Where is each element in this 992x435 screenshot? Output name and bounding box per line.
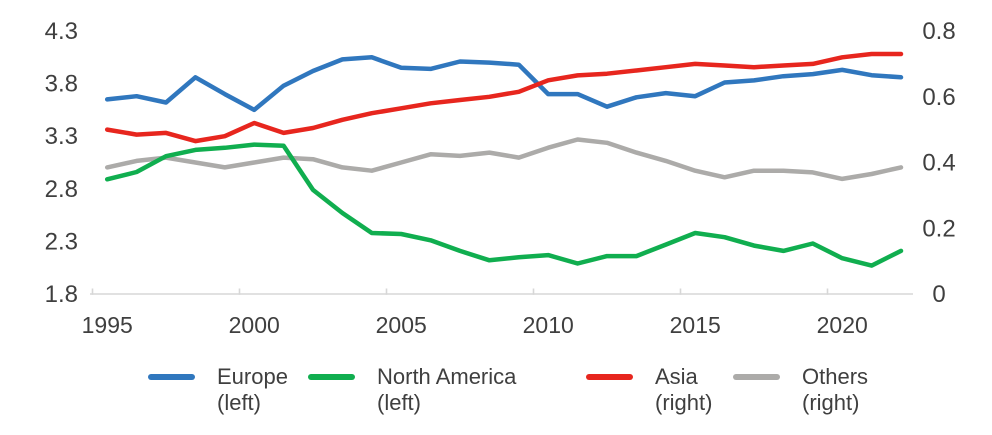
legend-swatch-europe	[148, 374, 195, 380]
series-line-others	[104, 137, 904, 182]
legend-axis-others: (right)	[802, 390, 860, 415]
legend-axis-north-america: (left)	[377, 390, 421, 415]
x-axis-year-label: 2000	[229, 312, 280, 338]
left-axis-tick-label: 4.3	[45, 18, 78, 45]
left-axis-tick-label: 3.3	[45, 123, 78, 150]
x-axis-year-label: 2015	[670, 312, 721, 338]
x-axis-year-label: 2020	[817, 312, 868, 338]
x-axis-year-label: 2005	[376, 312, 427, 338]
series-line-asia	[104, 51, 904, 144]
right-axis-tick-label: 0.4	[922, 150, 955, 177]
series-line-europe	[104, 55, 904, 113]
legend-item-asia: Asia (right)	[586, 364, 712, 416]
legend-label-north-america: North America	[377, 364, 517, 389]
legend-item-others: Others (right)	[733, 364, 868, 416]
legend-swatch-north-america	[308, 374, 355, 380]
legend-label-asia: Asia	[655, 364, 698, 389]
legend-swatch-others	[733, 374, 780, 380]
left-axis-tick-label: 3.8	[45, 71, 78, 98]
right-axis-tick-label: 0	[932, 281, 945, 308]
legend-label-europe: Europe	[217, 364, 288, 389]
left-axis-tick-label: 2.8	[45, 176, 78, 203]
line-chart-plot-area: 4.3 3.8 3.3 2.8 2.3 1.8 0.8 0.6 0.4 0.2 0 1995 2000 2…	[45, 18, 956, 338]
right-axis-tick-label: 0.2	[922, 215, 955, 242]
right-axis-tick-label: 0.8	[922, 18, 955, 45]
legend-label-others: Others	[802, 364, 869, 389]
left-axis-tick-label: 1.8	[45, 281, 78, 308]
legend-item-north-america: North America (left)	[308, 364, 516, 416]
left-axis-tick-label: 2.3	[45, 228, 78, 255]
legend-item-europe: Europe (left)	[148, 364, 288, 416]
legend-swatch-asia	[586, 374, 633, 380]
right-axis-tick-label: 0.6	[922, 84, 955, 111]
x-axis-year-label: 1995	[82, 312, 133, 338]
series-line-north-america	[104, 142, 904, 268]
x-axis-year-label: 2010	[523, 312, 574, 338]
legend-axis-asia: (right)	[655, 390, 713, 415]
legend-axis-europe: (left)	[217, 390, 261, 415]
